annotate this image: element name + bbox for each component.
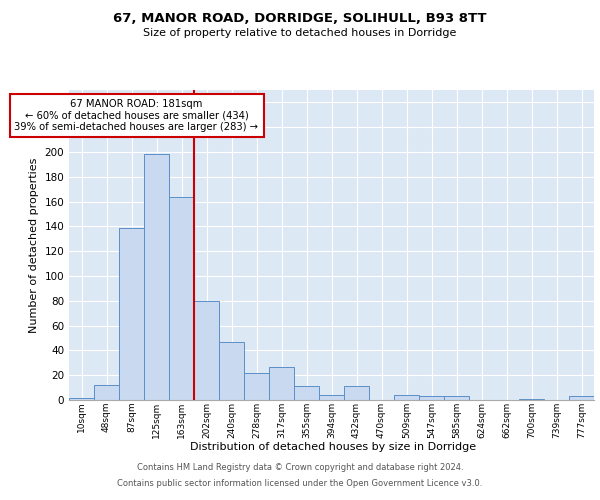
Text: Contains public sector information licensed under the Open Government Licence v3: Contains public sector information licen… <box>118 478 482 488</box>
Bar <box>319 395 344 400</box>
Bar <box>219 342 244 400</box>
Bar <box>144 154 169 400</box>
Bar <box>569 396 594 400</box>
Bar <box>119 228 144 400</box>
Text: 67, MANOR ROAD, DORRIDGE, SOLIHULL, B93 8TT: 67, MANOR ROAD, DORRIDGE, SOLIHULL, B93 … <box>113 12 487 26</box>
Bar <box>519 399 544 400</box>
Bar <box>444 396 469 400</box>
Bar <box>294 386 319 400</box>
Bar <box>269 366 294 400</box>
Bar <box>394 395 419 400</box>
Bar <box>419 396 444 400</box>
Text: Distribution of detached houses by size in Dorridge: Distribution of detached houses by size … <box>190 442 476 452</box>
Y-axis label: Number of detached properties: Number of detached properties <box>29 158 39 332</box>
Bar <box>94 385 119 400</box>
Bar <box>244 372 269 400</box>
Bar <box>194 301 219 400</box>
Bar <box>69 398 94 400</box>
Text: Size of property relative to detached houses in Dorridge: Size of property relative to detached ho… <box>143 28 457 38</box>
Text: Contains HM Land Registry data © Crown copyright and database right 2024.: Contains HM Land Registry data © Crown c… <box>137 464 463 472</box>
Bar <box>344 386 369 400</box>
Text: 67 MANOR ROAD: 181sqm
← 60% of detached houses are smaller (434)
39% of semi-det: 67 MANOR ROAD: 181sqm ← 60% of detached … <box>14 98 259 132</box>
Bar <box>169 196 194 400</box>
